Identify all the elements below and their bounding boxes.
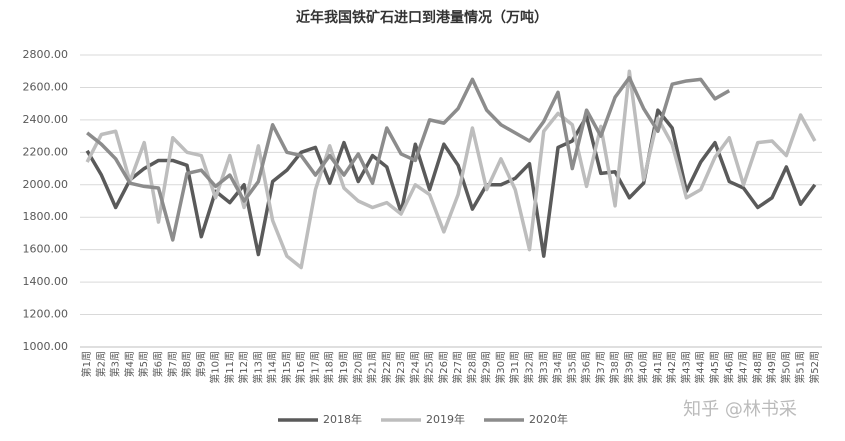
y-tick-label: 1600.00 [23,243,69,256]
legend-label: 2019年 [426,412,465,426]
x-tick-label: 第41周 [651,351,664,384]
x-tick-label: 第18周 [323,351,336,384]
chart-title: 近年我国铁矿石进口到港量情况（万吨） [296,9,548,26]
x-tick-label: 第50周 [779,351,792,384]
x-tick-label: 第33周 [537,351,550,384]
x-tick-label: 第12周 [237,351,250,384]
y-tick-label: 2000.00 [23,178,69,191]
watermark: 知乎 @林书采 [683,399,797,420]
x-tick-label: 第21周 [366,351,379,384]
x-tick-label: 第20周 [351,351,364,384]
x-tick-label: 第24周 [408,351,421,384]
x-tick-label: 第4周 [123,351,136,377]
y-tick-label: 2200.00 [23,145,69,158]
x-tick-label: 第25周 [423,351,436,384]
x-tick-label: 第45周 [708,351,721,384]
x-tick-label: 第23周 [394,351,407,384]
x-tick-label: 第28周 [465,351,478,384]
x-tick-label: 第38周 [608,351,621,384]
series-line [85,69,817,270]
x-tick-label: 第35周 [565,351,578,384]
x-tick-label: 第48周 [751,351,764,384]
x-tick-label: 第30周 [494,351,507,384]
x-tick-label: 第47周 [737,351,750,384]
series-line [85,108,817,258]
x-tick-label: 第5周 [137,351,150,377]
x-tick-label: 第34周 [551,351,564,384]
x-tick-label: 第36周 [580,351,593,384]
x-tick-label: 第46周 [722,351,735,384]
x-tick-label: 第44周 [694,351,707,384]
x-tick-label: 第8周 [180,351,193,377]
x-tick-label: 第9周 [194,351,207,377]
legend-label: 2020年 [529,412,568,426]
x-tick-label: 第52周 [808,351,821,384]
x-tick-label: 第3周 [109,351,122,377]
x-tick-label: 第22周 [380,351,393,384]
series-line [86,75,731,242]
x-tick-label: 第1周 [80,351,93,377]
x-tick-label: 第29周 [480,351,493,384]
x-tick-label: 第15周 [280,351,293,384]
y-tick-label: 1200.00 [23,308,69,321]
x-tick-label: 第31周 [508,351,521,384]
x-tick-label: 第19周 [337,351,350,384]
x-tick-label: 第7周 [166,351,179,377]
x-tick-label: 第40周 [637,351,650,384]
x-tick-label: 第27周 [451,351,464,384]
y-tick-label: 1000.00 [23,340,69,353]
x-tick-label: 第6周 [151,351,164,377]
x-tick-label: 第2周 [94,351,107,377]
y-tick-label: 2600.00 [23,80,69,93]
x-tick-label: 第49周 [765,351,778,384]
x-tick-label: 第11周 [223,351,236,384]
x-tick-label: 第17周 [308,351,321,384]
x-tick-label: 第14周 [266,351,279,384]
x-tick-label: 第10周 [209,351,222,384]
x-tick-label: 第42周 [665,351,678,384]
x-tick-label: 第32周 [522,351,535,384]
x-tick-label: 第39周 [622,351,635,384]
y-tick-label: 1800.00 [23,210,69,223]
x-tick-label: 第51周 [794,351,807,384]
x-tick-label: 第37周 [594,351,607,384]
x-tick-label: 第26周 [437,351,450,384]
x-tick-label: 第43周 [679,351,692,384]
y-tick-label: 2400.00 [23,113,69,126]
y-tick-label: 2800.00 [23,48,69,61]
legend-label: 2018年 [323,412,362,426]
x-tick-label: 第13周 [251,351,264,384]
y-tick-label: 1400.00 [23,275,69,288]
x-tick-label: 第16周 [294,351,307,384]
